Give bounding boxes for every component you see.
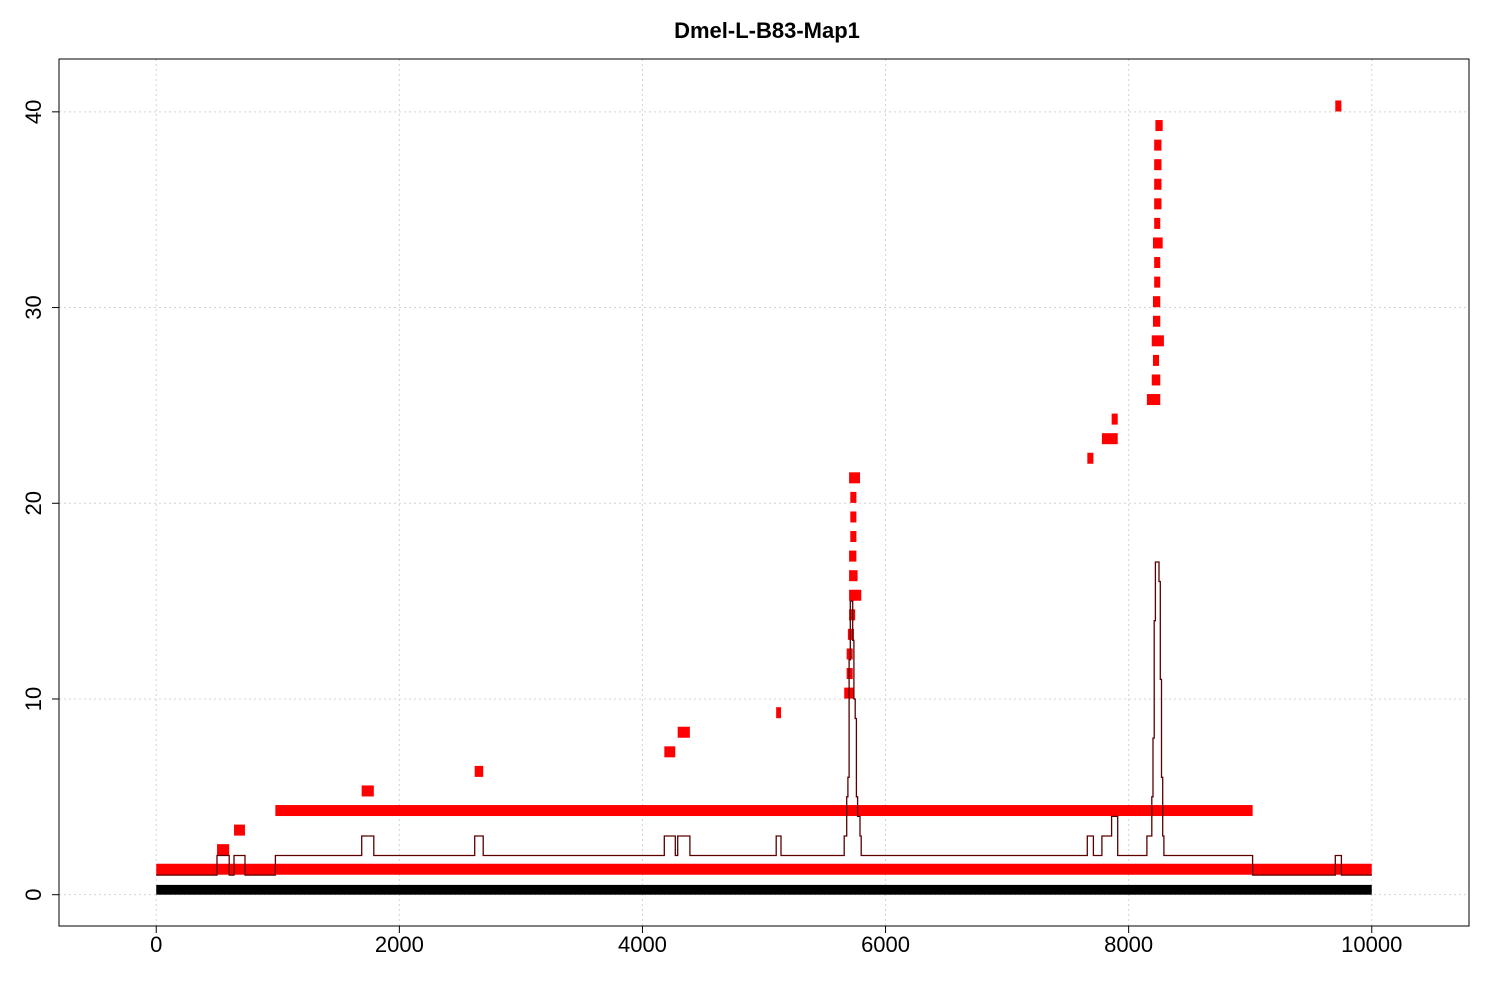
coverage-line: [156, 561, 1372, 876]
reference-bar-layer: [156, 884, 1372, 895]
segment-bar: [1154, 178, 1162, 190]
segment-bar: [1111, 413, 1118, 425]
segment-bar: [1151, 335, 1164, 347]
segment-bar: [1335, 100, 1342, 112]
segment-bar: [1101, 433, 1118, 445]
segment-bar: [156, 863, 1372, 875]
segment-bar: [275, 805, 1253, 817]
segment-bar: [1151, 374, 1161, 386]
segment-bar: [1087, 452, 1094, 464]
segment-bar: [1154, 198, 1162, 210]
segment-bar: [849, 589, 862, 601]
plot-frame: [58, 58, 1470, 927]
segment-bar: [1154, 139, 1162, 151]
reference-bar: [156, 884, 1372, 895]
segment-bar: [850, 491, 857, 503]
x-tick-label: 8000: [1104, 932, 1153, 957]
segment-bar: [1152, 354, 1160, 366]
y-tick-label: 10: [21, 687, 46, 711]
segment-bar: [1154, 257, 1161, 269]
segment-bar: [234, 824, 245, 836]
chart-title: Dmel-L-B83-Map1: [674, 18, 860, 43]
x-tick-label: 4000: [618, 932, 667, 957]
y-tick-label: 30: [21, 295, 46, 319]
segment-bar: [1154, 276, 1161, 288]
x-tick-label: 2000: [375, 932, 424, 957]
segment-bar: [361, 785, 374, 797]
segments-layer: [156, 100, 1372, 875]
grid: [59, 59, 1469, 926]
x-tick-label: 0: [150, 932, 162, 957]
segment-bar: [1152, 296, 1161, 308]
y-axis: 0 10 20 30 40: [21, 100, 60, 901]
segment-bar: [1146, 394, 1161, 406]
segment-bar: [1152, 315, 1161, 327]
segment-bar: [1155, 120, 1163, 132]
segment-bar: [1154, 159, 1162, 171]
segment-bar: [677, 726, 690, 738]
segment-bar: [217, 844, 230, 856]
segment-bar: [849, 472, 861, 484]
coverage-layer: [156, 561, 1372, 876]
y-tick-label: 20: [21, 491, 46, 515]
x-axis: 0 2000 4000 6000 8000 10000: [150, 925, 1402, 957]
x-tick-label: 6000: [861, 932, 910, 957]
y-tick-label: 0: [21, 889, 46, 901]
y-tick-label: 40: [21, 100, 46, 124]
segment-bar: [474, 765, 484, 777]
x-tick-label: 10000: [1341, 932, 1402, 957]
segment-bar: [849, 550, 857, 562]
segment-bar: [850, 511, 857, 523]
segment-bar: [1154, 217, 1161, 229]
segment-bar: [1152, 237, 1163, 249]
segment-bar: [850, 531, 857, 543]
segment-bar: [664, 746, 676, 758]
segment-bar: [776, 707, 782, 719]
segment-bar: [849, 570, 858, 582]
